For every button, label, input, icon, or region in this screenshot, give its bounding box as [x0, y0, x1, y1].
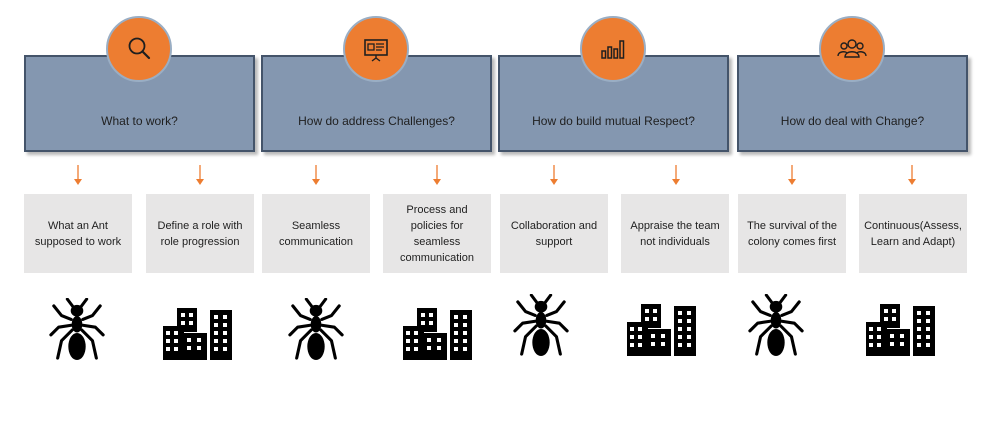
ant-icon	[512, 294, 570, 362]
bar-chart-icon	[580, 16, 646, 82]
down-arrow-icon	[312, 165, 320, 185]
detail-card: Process and policies for seamless commun…	[383, 194, 491, 273]
detail-card: The survival of the colony comes first	[738, 194, 846, 273]
people-group-icon	[819, 16, 885, 82]
card-text: Collaboration and support	[510, 219, 598, 248]
down-arrow-icon	[433, 165, 441, 185]
detail-card: Appraise the team not individuals	[621, 194, 729, 273]
detail-card: Continuous(Assess, Learn and Adapt)	[859, 194, 967, 273]
ant-icon	[747, 294, 805, 362]
down-arrow-icon	[74, 165, 82, 185]
card-text: Appraise the team not individuals	[630, 219, 720, 248]
down-arrow-icon	[196, 165, 204, 185]
column-heading: How do address Challenges?	[298, 113, 455, 128]
buildings-icon	[403, 306, 475, 360]
down-arrow-icon	[908, 165, 916, 185]
detail-card: Define a role with role progression	[146, 194, 254, 273]
card-text: What an Ant supposed to work	[34, 219, 122, 248]
buildings-icon	[866, 302, 938, 356]
card-text: Process and policies for seamless commun…	[400, 203, 474, 264]
card-text: The survival of the colony comes first	[747, 219, 837, 248]
presentation-board-icon	[343, 16, 409, 82]
ant-icon	[287, 298, 345, 366]
detail-card: Collaboration and support	[500, 194, 608, 273]
down-arrow-icon	[672, 165, 680, 185]
buildings-icon	[163, 306, 235, 360]
column-heading: How do build mutual Respect?	[532, 113, 695, 128]
detail-card: Seamless communication	[262, 194, 370, 273]
down-arrow-icon	[550, 165, 558, 185]
card-text: Seamless communication	[279, 219, 353, 248]
column-heading: What to work?	[101, 113, 178, 128]
magnifier-icon	[106, 16, 172, 82]
column-heading: How do deal with Change?	[780, 113, 925, 128]
down-arrow-icon	[788, 165, 796, 185]
detail-card: What an Ant supposed to work	[24, 194, 132, 273]
ant-icon	[48, 298, 106, 366]
buildings-icon	[627, 302, 699, 356]
card-text: Define a role with role progression	[157, 219, 243, 248]
card-text: Continuous(Assess, Learn and Adapt)	[864, 219, 962, 248]
